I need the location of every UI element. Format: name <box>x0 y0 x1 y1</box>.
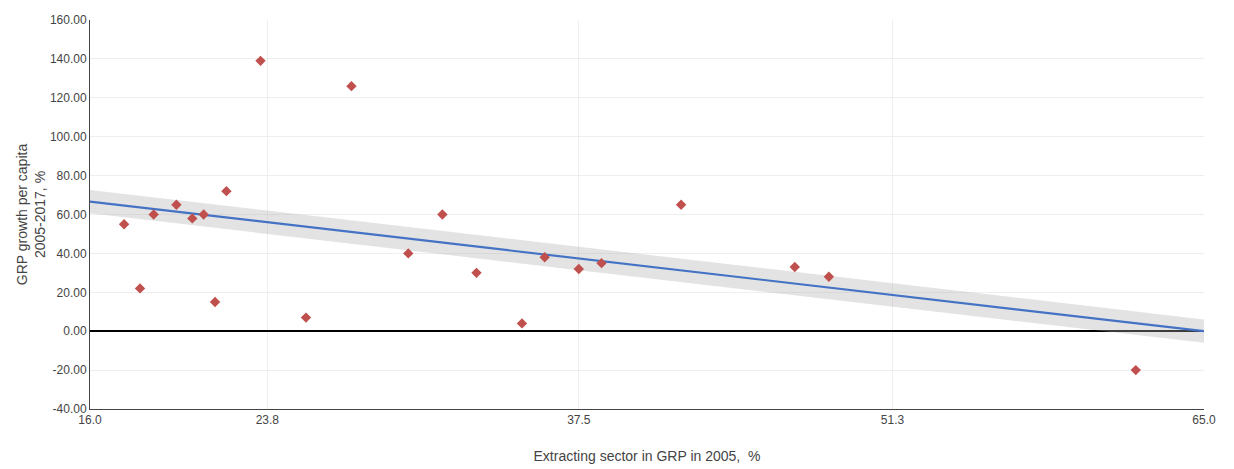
svg-text:120.00: 120.00 <box>50 91 87 105</box>
svg-text:51.3: 51.3 <box>881 413 905 427</box>
svg-text:0.00: 0.00 <box>63 324 87 338</box>
svg-text:16.0: 16.0 <box>78 413 102 427</box>
svg-text:-40.00: -40.00 <box>53 402 87 416</box>
svg-text:Extracting sector in GRP in 20: Extracting sector in GRP in 2005, % <box>534 448 761 464</box>
svg-text:60.00: 60.00 <box>57 208 87 222</box>
svg-text:37.5: 37.5 <box>567 413 591 427</box>
svg-text:20.00: 20.00 <box>57 286 87 300</box>
svg-text:40.00: 40.00 <box>57 247 87 261</box>
svg-text:140.00: 140.00 <box>50 52 87 66</box>
svg-text:160.00: 160.00 <box>50 13 87 27</box>
svg-text:-20.00: -20.00 <box>53 363 87 377</box>
svg-text:65.0: 65.0 <box>1192 413 1216 427</box>
svg-text:100.00: 100.00 <box>50 130 87 144</box>
svg-text:23.8: 23.8 <box>256 413 280 427</box>
svg-text:80.00: 80.00 <box>57 169 87 183</box>
svg-text:GRP growth per capita2005-2017: GRP growth per capita2005-2017, % <box>14 144 48 286</box>
